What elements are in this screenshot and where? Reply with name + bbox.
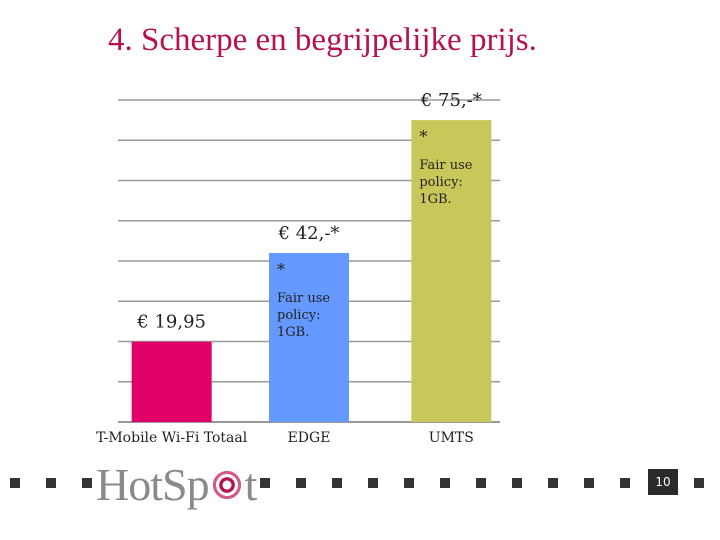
bar-note-1-2: policy: [277, 308, 320, 323]
bar-note-2-3: 1GB. [419, 192, 451, 207]
bar-note-2-2: policy: [419, 175, 462, 190]
footer: HotSp t 10 [0, 455, 720, 515]
bar-0 [131, 341, 212, 422]
value-label-1: € 42,-* [278, 223, 340, 244]
footer-dot [10, 478, 20, 488]
footer-dot [548, 478, 558, 488]
footer-dot [584, 478, 594, 488]
bar-note-2-0: * [419, 127, 427, 146]
footer-dot [332, 478, 342, 488]
footer-dot [440, 478, 450, 488]
logo-text-left: HotSp [96, 459, 210, 510]
footer-dot [46, 478, 56, 488]
bar-2 [411, 120, 492, 422]
category-label-2: UMTS [429, 430, 474, 446]
footer-dot [368, 478, 378, 488]
bar-note-1-1: Fair use [277, 291, 330, 306]
footer-dot [260, 478, 270, 488]
category-label-1: EDGE [288, 430, 331, 446]
slide-title: 4. Scherpe en begrijpelijke prijs. [108, 22, 537, 58]
category-label-0: T-Mobile Wi-Fi Totaal [96, 430, 248, 446]
bar-note-1-0: * [277, 260, 285, 279]
footer-dot [512, 478, 522, 488]
page-number: 10 [648, 469, 678, 495]
logo-text-right: t [244, 459, 258, 510]
footer-dot [620, 478, 630, 488]
footer-dot [296, 478, 306, 488]
bar-chart: € 19,95 T-Mobile Wi-Fi Totaal € 42,-* EDGE *… [96, 90, 500, 446]
footer-dot [82, 478, 92, 488]
hotspot-logo: HotSp t [96, 458, 258, 511]
footer-dot [476, 478, 486, 488]
labels: € 19,95 T-Mobile Wi-Fi Totaal € 42,-* EDGE *… [96, 90, 482, 446]
bar-1 [269, 252, 349, 422]
bars [131, 120, 492, 422]
footer-dot [404, 478, 414, 488]
footer-dot [694, 478, 704, 488]
bar-note-1-3: 1GB. [277, 325, 309, 340]
value-label-0: € 19,95 [136, 312, 206, 333]
value-label-2: € 75,-* [420, 90, 482, 111]
logo-o-icon [209, 468, 244, 502]
bar-note-2-1: Fair use [419, 158, 472, 173]
